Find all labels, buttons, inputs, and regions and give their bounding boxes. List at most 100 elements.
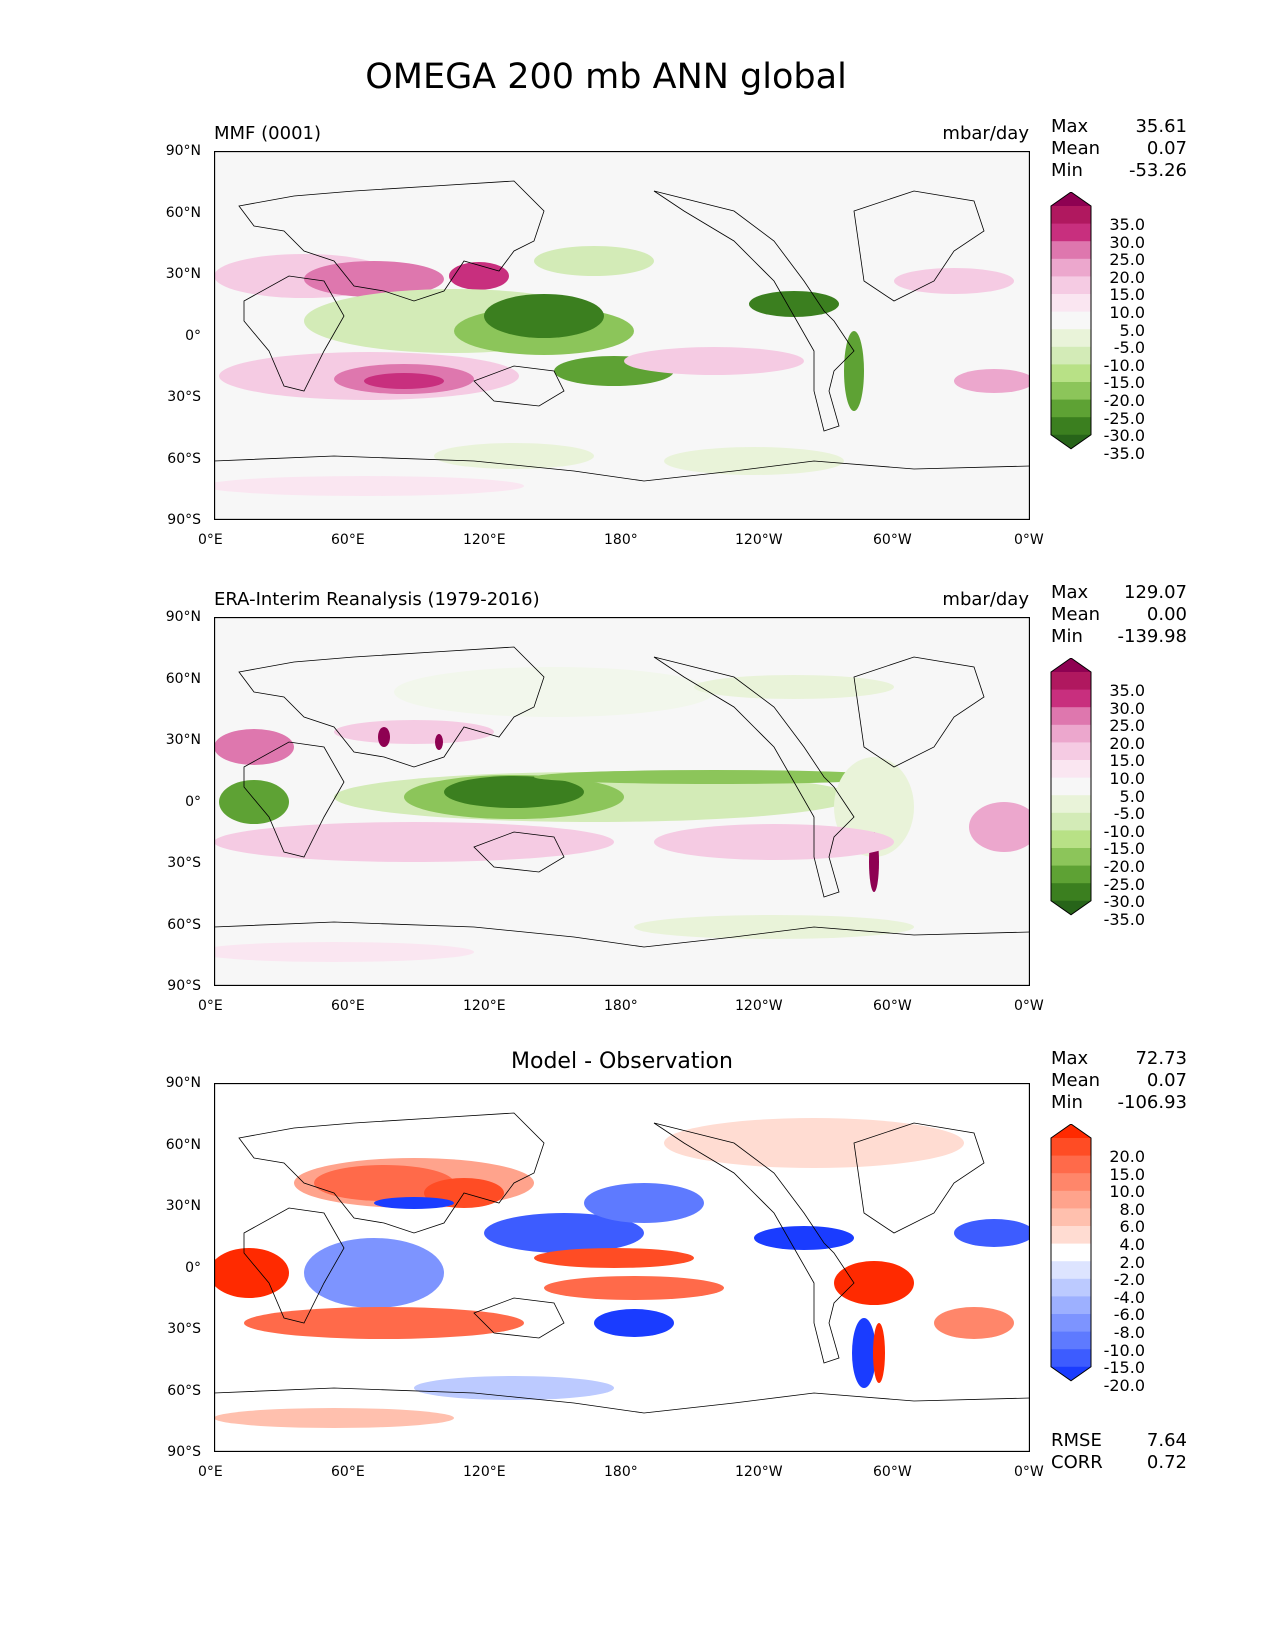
colorbar-tick: -5.0 bbox=[1113, 804, 1145, 824]
colorbar-band bbox=[1051, 672, 1091, 690]
colorbar-band bbox=[1051, 883, 1091, 902]
y-tick-label: 0° bbox=[185, 328, 201, 344]
stat-rmse: RMSE 7.64 bbox=[1051, 1430, 1187, 1451]
panel-1-colorbar bbox=[1050, 192, 1092, 450]
panel-2-left-title: ERA-Interim Reanalysis (1979-2016) bbox=[214, 589, 540, 610]
colorbar-band bbox=[1051, 382, 1091, 400]
colorbar-band bbox=[1051, 1314, 1091, 1332]
colorbar-tick: 8.0 bbox=[1119, 1199, 1145, 1219]
contour-field bbox=[214, 246, 1030, 496]
colorbar-tick: 35.0 bbox=[1109, 215, 1145, 234]
colorbar-tick: -20.0 bbox=[1103, 390, 1145, 410]
x-tick-label: 60°E bbox=[331, 532, 365, 548]
colorbar-tick: 30.0 bbox=[1109, 698, 1145, 718]
panel-3-colorbar-ticks: 20.0 15.0 10.0 8.0 6.0 4.0 2.0 -2.0 -4.0… bbox=[1100, 1148, 1145, 1394]
stat-min: Min -106.93 bbox=[1051, 1092, 1187, 1113]
x-tick-label: 120°E bbox=[463, 998, 506, 1014]
colorbar-tick: -20.0 bbox=[1103, 1375, 1145, 1395]
colorbar-band bbox=[1051, 417, 1091, 436]
panel-2-colorbar bbox=[1050, 658, 1092, 916]
colorbar-band bbox=[1051, 742, 1091, 761]
panel-3-center-title: Model - Observation bbox=[511, 1049, 733, 1074]
colorbar-band bbox=[1051, 258, 1091, 277]
colorbar-tick: -25.0 bbox=[1103, 874, 1145, 894]
x-tick-label: 120°W bbox=[735, 1464, 783, 1480]
colorbar-tick: -10.0 bbox=[1103, 821, 1145, 841]
colorbar-tick: -30.0 bbox=[1103, 426, 1145, 446]
colorbar-band bbox=[1051, 848, 1091, 866]
colorbar-band bbox=[1051, 346, 1091, 365]
colorbar-tick: 35.0 bbox=[1109, 681, 1145, 700]
figure-title: OMEGA 200 mb ANN global bbox=[365, 57, 847, 97]
colorbar-band bbox=[1051, 1173, 1091, 1192]
colorbar-band bbox=[1051, 1349, 1091, 1368]
panel-3-stats: Max 72.73 Mean 0.07 Min -106.93 bbox=[1051, 1048, 1187, 1114]
colorbar-tick: -25.0 bbox=[1103, 408, 1145, 428]
stat-min: Min -53.26 bbox=[1051, 160, 1187, 181]
colorbar-band bbox=[1051, 707, 1091, 726]
y-tick-label: 30°N bbox=[165, 266, 201, 282]
colorbar-extend-bottom bbox=[1051, 1366, 1091, 1381]
y-tick-label: 90°N bbox=[165, 1075, 201, 1091]
colorbar-outline bbox=[1050, 192, 1092, 450]
colorbar-tick: 4.0 bbox=[1119, 1234, 1145, 1254]
colorbar-tick: 15.0 bbox=[1109, 751, 1145, 771]
colorbar-band bbox=[1051, 1138, 1091, 1156]
colorbar-band bbox=[1051, 364, 1091, 383]
stat-mean: Mean 0.07 bbox=[1051, 138, 1187, 159]
colorbar-outline bbox=[1050, 1124, 1092, 1382]
stat-mean: Mean 0.00 bbox=[1051, 604, 1187, 625]
colorbar-band bbox=[1051, 689, 1091, 708]
colorbar-tick: 20.0 bbox=[1109, 733, 1145, 753]
stat-min: Min -139.98 bbox=[1051, 626, 1187, 647]
stat-corr: CORR 0.72 bbox=[1051, 1452, 1187, 1473]
x-tick-label: 180° bbox=[604, 1464, 638, 1480]
y-tick-label: 90°N bbox=[165, 143, 201, 159]
x-tick-label: 180° bbox=[604, 998, 638, 1014]
panel-3-colorbar bbox=[1050, 1124, 1092, 1382]
y-tick-label: 60°N bbox=[165, 1137, 201, 1153]
colorbar-tick: -10.0 bbox=[1103, 355, 1145, 375]
colorbar-tick: 25.0 bbox=[1109, 716, 1145, 736]
colorbar-band bbox=[1051, 241, 1091, 260]
colorbar-tick: -2.0 bbox=[1113, 1270, 1145, 1290]
panel-2-map bbox=[214, 617, 1030, 986]
colorbar-band bbox=[1051, 399, 1091, 418]
y-tick-label: 60°S bbox=[167, 1383, 201, 1399]
x-tick-label: 0°E bbox=[198, 1464, 223, 1480]
colorbar-band bbox=[1051, 206, 1091, 224]
colorbar-tick: -15.0 bbox=[1103, 373, 1145, 393]
colorbar-band bbox=[1051, 1296, 1091, 1315]
colorbar-tick: -15.0 bbox=[1103, 839, 1145, 859]
colorbar-tick: 20.0 bbox=[1109, 1147, 1145, 1166]
colorbar-tick: -15.0 bbox=[1103, 1358, 1145, 1378]
x-tick-label: 120°E bbox=[463, 1464, 506, 1480]
colorbar-band bbox=[1051, 276, 1091, 295]
colorbar-band bbox=[1051, 830, 1091, 849]
colorbar-tick: -5.0 bbox=[1113, 338, 1145, 358]
colorbar-band bbox=[1051, 795, 1091, 814]
panel-2-stats: Max 129.07 Mean 0.00 Min -139.98 bbox=[1051, 582, 1187, 648]
x-tick-label: 60°E bbox=[331, 998, 365, 1014]
colorbar-tick: 10.0 bbox=[1109, 1182, 1145, 1202]
y-tick-label: 90°S bbox=[167, 512, 201, 528]
colorbar-tick: 5.0 bbox=[1119, 320, 1145, 340]
colorbar-band bbox=[1051, 812, 1091, 831]
colorbar-extend-top bbox=[1051, 1124, 1091, 1138]
panel-3-map bbox=[214, 1083, 1030, 1452]
colorbar-tick: 2.0 bbox=[1119, 1252, 1145, 1272]
colorbar-band bbox=[1051, 724, 1091, 743]
colorbar-band bbox=[1051, 311, 1091, 330]
y-tick-label: 60°N bbox=[165, 671, 201, 687]
stat-max: Max 129.07 bbox=[1051, 582, 1187, 603]
y-tick-label: 0° bbox=[185, 1260, 201, 1276]
colorbar-extend-top bbox=[1051, 192, 1091, 206]
colorbar-band bbox=[1051, 1331, 1091, 1350]
x-tick-label: 0°E bbox=[198, 998, 223, 1014]
coastlines bbox=[214, 180, 1030, 482]
colorbar-band bbox=[1051, 1190, 1091, 1209]
colorbar-band bbox=[1051, 329, 1091, 348]
coastlines bbox=[214, 646, 1030, 948]
colorbar-tick: 30.0 bbox=[1109, 232, 1145, 252]
colorbar-tick: 10.0 bbox=[1109, 768, 1145, 788]
